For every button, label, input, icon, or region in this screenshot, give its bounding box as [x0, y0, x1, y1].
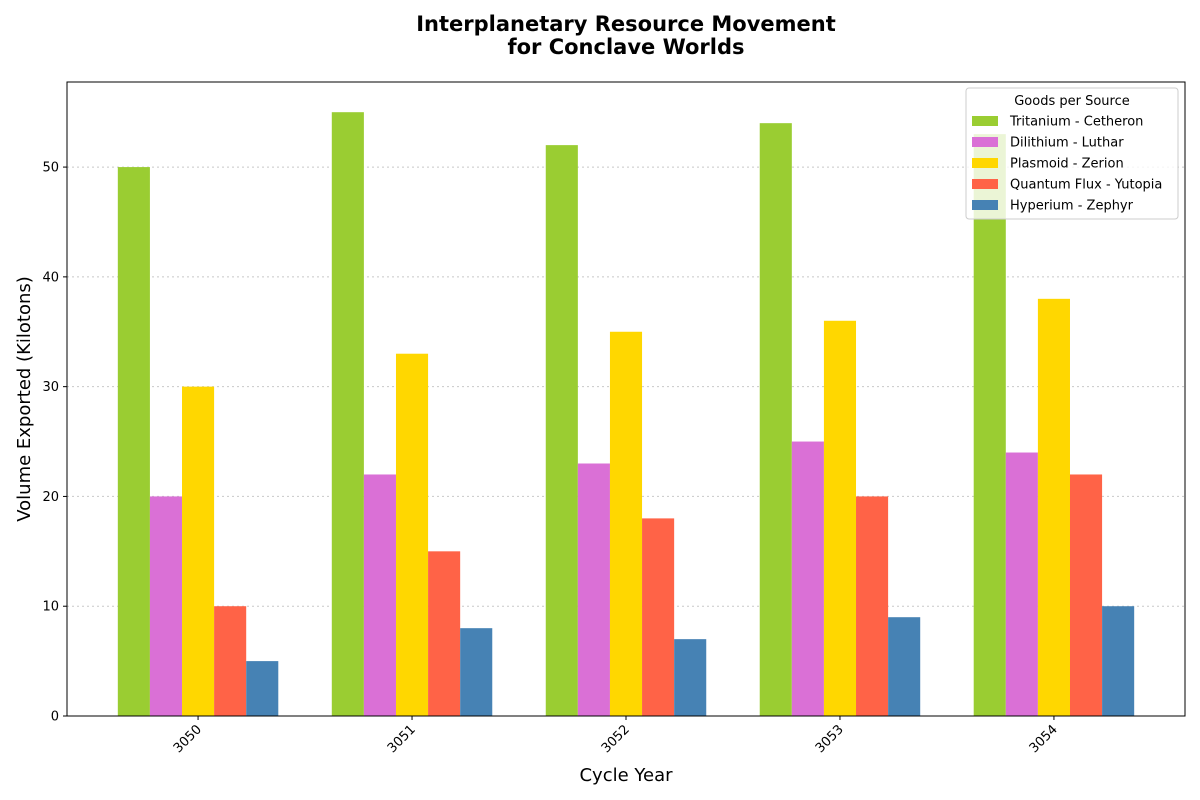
bar — [117, 167, 150, 716]
legend-swatch — [972, 200, 998, 210]
bar — [1005, 452, 1038, 716]
x-tick-label: 3051 — [385, 722, 419, 756]
x-tick-label: 3053 — [813, 722, 847, 756]
chart-title-line-1: Interplanetary Resource Movement — [416, 12, 836, 36]
legend-swatch — [972, 116, 998, 126]
x-axis-ticks: 3050 3051 3052 3053 3054 — [171, 716, 1061, 756]
legend-swatch — [972, 137, 998, 147]
bar — [577, 463, 610, 716]
legend-box — [965, 87, 1179, 220]
bar — [331, 112, 364, 716]
bar — [1102, 606, 1135, 716]
bar — [460, 628, 493, 716]
y-tick-label: 10 — [42, 600, 59, 615]
legend-title: Goods per Source — [1014, 94, 1130, 109]
y-tick-label: 20 — [42, 490, 59, 505]
bar — [363, 474, 396, 716]
bar — [182, 386, 215, 716]
x-tick-label: 3052 — [599, 722, 633, 756]
y-tick-label: 30 — [42, 380, 59, 395]
bar — [214, 606, 247, 716]
bar — [759, 123, 792, 717]
bar — [973, 134, 1006, 716]
bars — [117, 112, 1135, 717]
legend-entry: Plasmoid - Zerion — [1010, 157, 1124, 172]
legend-entry: Tritanium - Cetheron — [1009, 115, 1143, 130]
legend: Goods per Source Tritanium - Cetheron Dil… — [965, 87, 1179, 220]
bar — [428, 551, 461, 716]
bar — [642, 518, 675, 716]
bar — [149, 496, 183, 716]
bar — [246, 661, 279, 716]
y-tick-label: 40 — [42, 270, 59, 285]
y-tick-label: 50 — [42, 161, 59, 176]
y-axis-ticks: 0 10 20 30 40 50 — [42, 161, 67, 725]
bar — [609, 331, 643, 716]
bar — [1069, 474, 1103, 716]
bar — [1037, 298, 1070, 716]
x-axis-label: Cycle Year — [579, 765, 673, 786]
bar — [888, 617, 921, 716]
y-axis-label: Volume Exported (Kilotons) — [14, 276, 35, 522]
legend-swatch — [972, 179, 998, 189]
bar — [823, 320, 857, 716]
bar — [395, 353, 429, 716]
legend-entry: Quantum Flux - Yutopia — [1010, 178, 1162, 193]
bar — [791, 441, 824, 716]
bar — [856, 496, 889, 716]
x-tick-label: 3054 — [1027, 722, 1061, 756]
legend-swatch — [972, 158, 998, 168]
legend-entry: Dilithium - Luthar — [1010, 136, 1124, 151]
x-tick-label: 3050 — [171, 722, 205, 756]
bar — [545, 145, 578, 716]
chart-title-line-2: for Conclave Worlds — [507, 35, 744, 59]
y-tick-label: 0 — [51, 710, 59, 725]
bar — [674, 639, 707, 716]
legend-entry: Hyperium - Zephyr — [1010, 199, 1134, 214]
